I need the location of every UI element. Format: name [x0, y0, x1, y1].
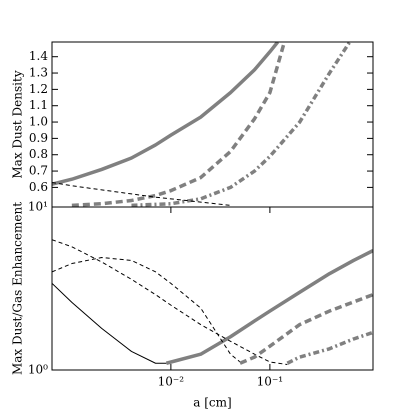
line-series [52, 283, 167, 364]
x-axis-label: a [cm] [193, 396, 231, 410]
y-tick-label: 10¹ [28, 200, 48, 214]
y-tick-label: 1.2 [29, 82, 48, 96]
line-series [239, 292, 373, 365]
y-tick-label: 0.9 [29, 131, 48, 145]
y-tick-label: 0.6 [29, 180, 48, 194]
axes-frame [51, 206, 374, 371]
line-series [71, 42, 287, 207]
y-tick-label: 1.3 [29, 66, 48, 80]
line-series [286, 330, 373, 365]
y-tick-label: 0.8 [29, 147, 48, 161]
plot-area [52, 239, 373, 366]
y-tick-label: 0.7 [29, 164, 48, 178]
y-tick-label: 1.0 [29, 115, 48, 129]
line-series [131, 42, 352, 207]
y-tick-label: 1.1 [29, 98, 48, 112]
line-series [52, 182, 231, 206]
y-tick-label: 10⁰ [28, 363, 48, 377]
y-tick-label: 1.4 [29, 49, 48, 63]
line-series [165, 249, 373, 365]
plot-area [52, 42, 352, 207]
line-series [52, 239, 288, 366]
axes-frame [51, 41, 374, 208]
x-tick-label: 10⁻² [158, 375, 185, 389]
y-axis-label: Max Dust Density [11, 70, 25, 178]
line-series [52, 257, 241, 363]
x-tick-label: 10⁻¹ [257, 375, 283, 389]
y-axis-label: Max Dust/Gas Enhancement [11, 202, 25, 375]
line-series [52, 42, 280, 186]
